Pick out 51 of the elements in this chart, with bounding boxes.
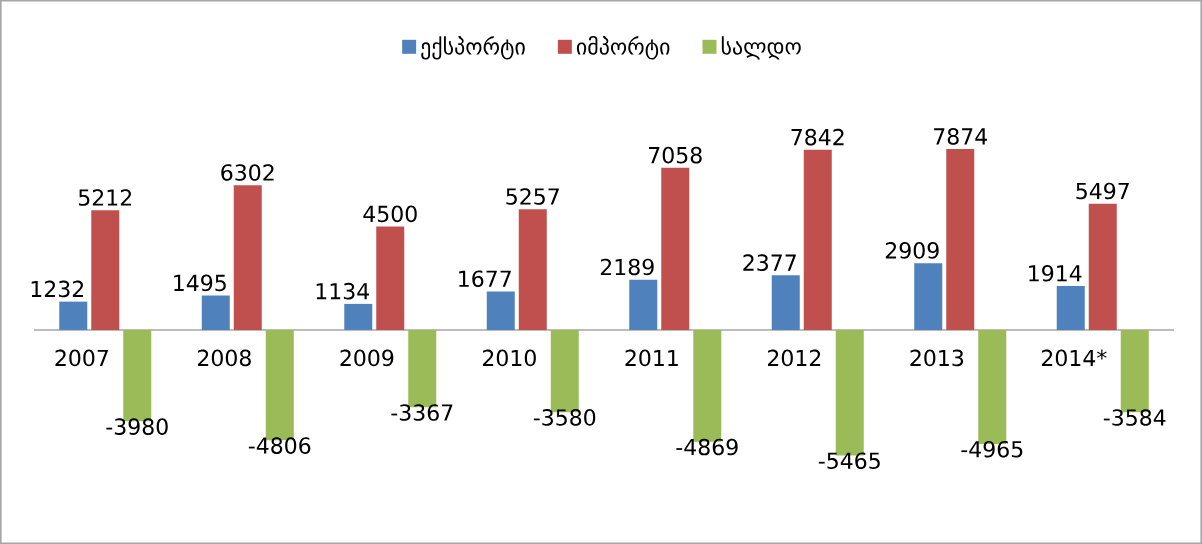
bar [518,209,547,330]
x-tick-label: 2008 [197,349,251,367]
data-label: 7058 [649,146,702,164]
data-label: -5465 [818,452,880,470]
bar [946,149,975,330]
data-label: -3367 [391,404,453,421]
legend-label: სალდო [721,36,801,60]
bar [771,275,800,330]
bar [803,149,832,330]
data-label: 1232 [31,280,84,298]
bar [91,210,120,330]
legend-label: ექსპორტი [421,36,525,60]
bar [486,291,515,330]
bar [59,301,88,330]
data-label: 2189 [600,258,654,276]
data-label: 6302 [221,164,274,181]
x-tick-label: 2009 [340,349,394,367]
x-tick-label: 2010 [482,349,536,367]
bar [376,226,405,330]
bar [1088,203,1117,330]
data-label: 5497 [1076,182,1129,200]
data-label: -4965 [961,440,1023,458]
data-label: -3980 [106,418,168,435]
x-tick-label: 2007 [55,349,108,367]
bar [1056,285,1085,330]
data-label: 5212 [78,189,132,206]
bar [201,295,230,330]
data-label: 2377 [743,254,796,271]
data-label: 2909 [885,242,939,259]
data-label: 1134 [316,282,370,300]
data-label: 7842 [791,128,844,146]
x-tick-label: 2012 [767,349,821,367]
data-label: -4806 [248,437,311,454]
data-label: 4500 [363,205,417,223]
legend-label: იმპორტი [576,36,670,60]
data-label: 7874 [934,128,987,145]
data-label: 1914 [1029,264,1082,282]
bar [233,185,262,330]
bar [629,279,658,330]
bar [344,303,373,330]
bar [914,263,943,330]
bar [661,167,690,330]
data-label: 5257 [506,188,559,205]
data-label: 1677 [459,270,511,288]
data-label: -3580 [533,409,596,426]
x-tick-label: 2014* [1041,349,1107,367]
x-tick-label: 2013 [910,349,964,367]
data-label: -3584 [1103,409,1166,426]
data-label: 1495 [174,274,226,292]
x-tick-label: 2011 [625,349,678,367]
data-label: -4869 [676,438,738,456]
